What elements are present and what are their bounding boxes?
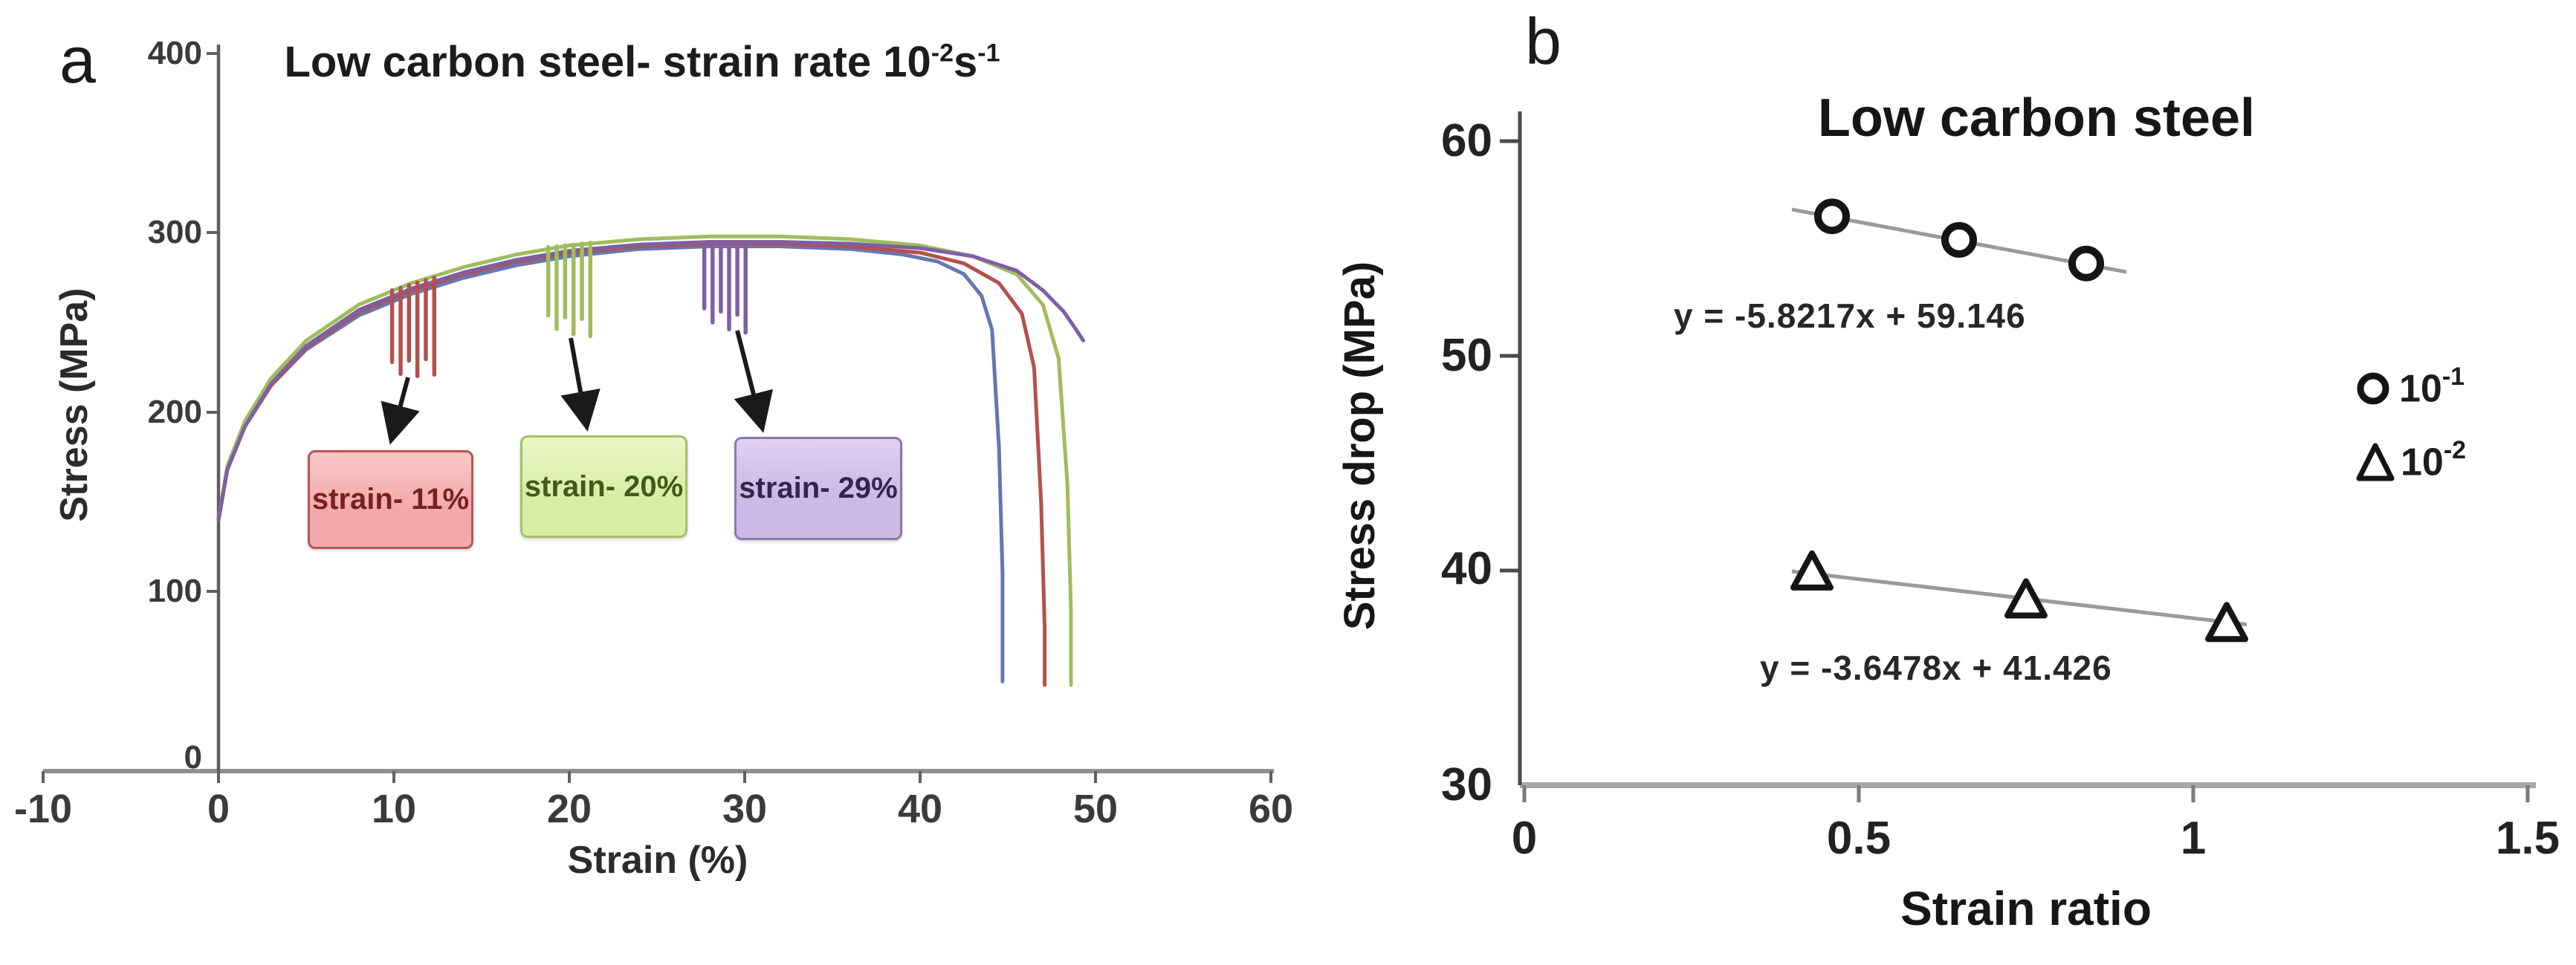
legend-label-1e-1-exp: -1 <box>2441 363 2465 391</box>
panel-a-plot <box>216 234 1085 687</box>
panel-a-xtick-60: 60 <box>1248 787 1294 831</box>
panel-a-ytick-200: 200 <box>147 394 202 430</box>
panel-a-xtick-20: 20 <box>546 787 592 831</box>
panel-b-title: Low carbon steel <box>1817 88 2256 148</box>
data-point-circle <box>2068 245 2104 282</box>
stress-strain-curve-purple <box>216 240 1085 522</box>
panel-a-title-prefix: Low carbon steel- strain rate 10 <box>284 38 931 86</box>
legend-label-1e-1: 10-1 <box>2399 363 2465 411</box>
annotation-box-strain-11-label: strain- 11% <box>311 483 470 516</box>
panel-b-ytick-50: 50 <box>1441 330 1492 381</box>
panel-a-title: Low carbon steel- strain rate 10-2s-1 <box>271 37 1014 87</box>
panel-a-xtick-10: 10 <box>371 787 417 831</box>
data-point-circle <box>1941 221 1977 258</box>
panel-a-xtick-40: 40 <box>897 787 943 831</box>
annotation-box-strain-11: strain- 11% <box>308 450 473 549</box>
fit-equation-triangles: y = -3.6478x + 41.426 <box>1760 649 2112 687</box>
panel-b-xtick-1: 1 <box>2180 813 2207 864</box>
legend-triangle-marker <box>2356 443 2395 481</box>
panel-a-title-sup1: -2 <box>931 39 954 68</box>
legend-label-1e-2: 10-2 <box>2401 436 2467 484</box>
panel-b-ytick-40: 40 <box>1441 543 1492 594</box>
data-point-triangle <box>2205 602 2248 643</box>
arrow-strain-29 <box>734 330 774 433</box>
annotation-box-strain-29: strain- 29% <box>734 437 902 540</box>
panel-a-title-mid: s <box>954 38 978 86</box>
arrow-strain-11 <box>381 377 420 445</box>
panel-a-x-axis-label: Strain (%) <box>567 839 748 882</box>
panel-a-ytick-0: 0 <box>184 739 202 776</box>
panel-b-plot <box>1790 198 2248 643</box>
legend-circle-marker <box>2357 372 2389 405</box>
panel-a-ytick-100: 100 <box>147 573 202 609</box>
legend-label-1e-2-base: 10 <box>2401 441 2444 484</box>
panel-a-xtick--10: -10 <box>13 787 73 831</box>
panel-a-axes <box>42 45 1274 783</box>
annotation-box-strain-20-label: strain- 20% <box>524 469 684 503</box>
data-point-triangle <box>2004 578 2048 619</box>
panel-a-ytick-400: 400 <box>147 35 202 71</box>
panel-a-xtick-0: 0 <box>207 787 230 831</box>
panel-b-legend-markers <box>2356 372 2395 481</box>
panel-b-x-axis-label: Strain ratio <box>1900 882 2152 935</box>
arrow-strain-20 <box>560 337 601 432</box>
stress-strain-curve-green <box>216 234 1073 687</box>
panel-a-ytick-300: 300 <box>147 214 202 250</box>
panel-b-axes <box>1500 111 2536 802</box>
panel-b-letter: b <box>1525 4 1562 78</box>
panel-a-arrows <box>381 330 774 445</box>
fit-equation-circles: y = -5.8217x + 59.146 <box>1674 296 2026 335</box>
panel-b-ytick-30: 30 <box>1441 759 1492 810</box>
annotation-box-strain-20: strain- 20% <box>520 435 687 538</box>
panel-b-xtick-0: 0 <box>1511 813 1538 864</box>
panel-b-y-axis-label: Stress drop (MPa) <box>1336 261 1384 631</box>
panel-b-xtick-05: 0.5 <box>1826 813 1891 864</box>
panel-a-xtick-50: 50 <box>1072 787 1119 831</box>
annotation-box-strain-29-label: strain- 29% <box>739 472 898 504</box>
panel-a-xtick-30: 30 <box>722 787 768 831</box>
panel-b-ytick-60: 60 <box>1441 115 1492 166</box>
panel-a-y-axis-label: Stress (MPa) <box>53 287 96 522</box>
panel-a-letter: a <box>59 23 96 97</box>
legend-label-1e-2-exp: -2 <box>2443 436 2467 464</box>
panel-a-title-sup2: -1 <box>977 39 1000 68</box>
data-point-circle <box>1814 198 1850 235</box>
panel-b-xtick-15: 1.5 <box>2495 813 2560 864</box>
legend-label-1e-1-base: 10 <box>2399 367 2442 411</box>
data-point-triangle <box>1790 550 1834 591</box>
